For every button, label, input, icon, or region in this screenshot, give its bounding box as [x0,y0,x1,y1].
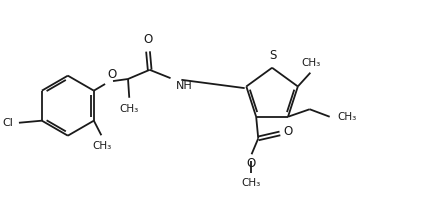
Text: CH₃: CH₃ [92,141,112,151]
Text: NH: NH [176,82,192,92]
Text: O: O [246,157,255,170]
Text: O: O [107,69,116,82]
Text: O: O [283,125,292,138]
Text: CH₃: CH₃ [337,112,357,122]
Text: Cl: Cl [3,118,14,128]
Text: O: O [143,33,153,46]
Text: CH₃: CH₃ [120,104,139,114]
Text: CH₃: CH₃ [241,178,260,189]
Text: CH₃: CH₃ [302,58,321,68]
Text: S: S [269,49,276,62]
